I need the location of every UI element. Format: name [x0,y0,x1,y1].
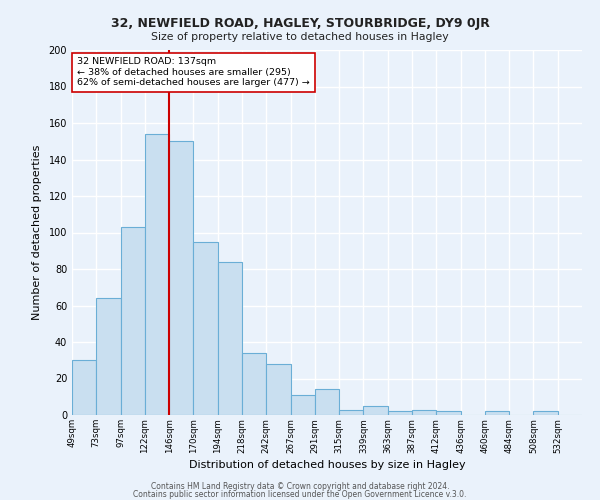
Bar [145,134,169,415]
Bar [412,410,436,415]
Bar [436,412,461,415]
Bar [266,364,290,415]
Text: Contains public sector information licensed under the Open Government Licence v.: Contains public sector information licen… [133,490,467,499]
Y-axis label: Number of detached properties: Number of detached properties [32,145,41,320]
Bar [339,410,364,415]
Bar [121,227,145,415]
Text: Contains HM Land Registry data © Crown copyright and database right 2024.: Contains HM Land Registry data © Crown c… [151,482,449,491]
Bar [485,412,509,415]
Bar [193,242,218,415]
Text: 32, NEWFIELD ROAD, HAGLEY, STOURBRIDGE, DY9 0JR: 32, NEWFIELD ROAD, HAGLEY, STOURBRIDGE, … [110,18,490,30]
Bar [315,390,339,415]
Bar [218,262,242,415]
Text: Size of property relative to detached houses in Hagley: Size of property relative to detached ho… [151,32,449,42]
Bar [364,406,388,415]
Bar [72,360,96,415]
Bar [290,395,315,415]
X-axis label: Distribution of detached houses by size in Hagley: Distribution of detached houses by size … [188,460,466,469]
Bar [169,141,193,415]
Bar [388,412,412,415]
Bar [242,353,266,415]
Bar [96,298,121,415]
Bar [533,412,558,415]
Text: 32 NEWFIELD ROAD: 137sqm
← 38% of detached houses are smaller (295)
62% of semi-: 32 NEWFIELD ROAD: 137sqm ← 38% of detach… [77,58,310,87]
